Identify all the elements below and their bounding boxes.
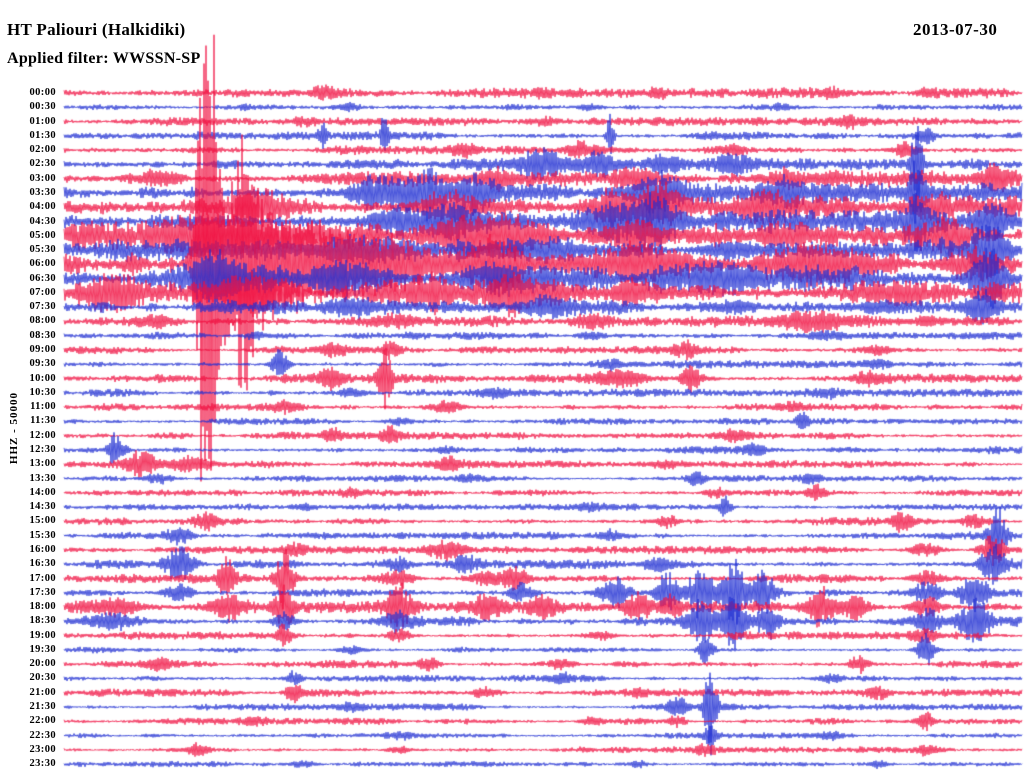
- helicorder-page: HT Paliouri (Halkidiki) 2013-07-30 Appli…: [0, 0, 1024, 780]
- seismogram-canvas: [0, 0, 1024, 780]
